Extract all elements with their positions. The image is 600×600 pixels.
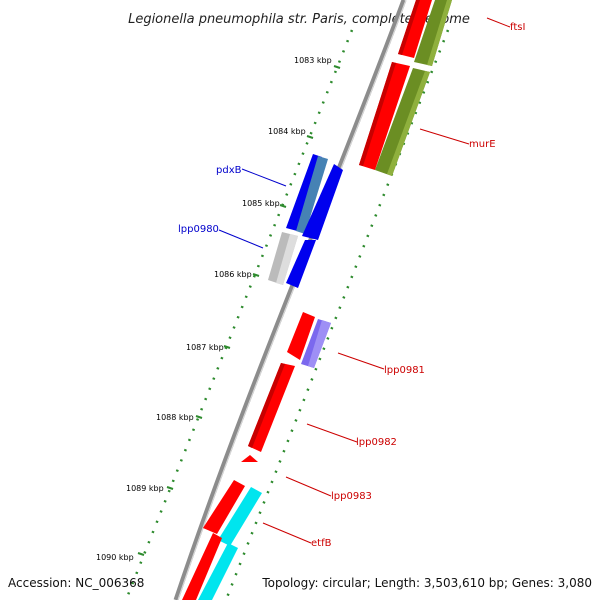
tick-label-1084: 1084 kbp bbox=[268, 127, 306, 136]
feature-olive-upper[interactable] bbox=[414, 0, 452, 66]
gene-label-murE[interactable]: murE bbox=[469, 139, 496, 150]
feature-olive-lower[interactable] bbox=[375, 68, 430, 176]
major-tick-1090 bbox=[137, 552, 145, 556]
tick-label-1090: 1090 kbp bbox=[96, 553, 134, 562]
major-tick-1089 bbox=[166, 486, 174, 490]
gene-label-ftsI[interactable]: ftsI bbox=[510, 22, 525, 33]
feature-lpp0980[interactable] bbox=[268, 232, 316, 288]
feature-lpp0983[interactable] bbox=[241, 455, 258, 462]
leader-lines bbox=[218, 17, 511, 544]
tick-label-1085: 1085 kbp bbox=[242, 199, 280, 208]
gene-label-pdxB[interactable]: pdxB bbox=[216, 165, 242, 176]
feature-lpp0981[interactable] bbox=[287, 312, 331, 368]
major-tick-1084 bbox=[306, 135, 314, 139]
genome-backbone bbox=[173, 0, 407, 600]
tick-label-1087: 1087 kbp bbox=[186, 343, 224, 352]
gene-label-lpp0981[interactable]: lpp0981 bbox=[384, 365, 425, 376]
tick-label-1083: 1083 kbp bbox=[294, 56, 332, 65]
genome-backbone-highlight bbox=[177, 0, 407, 600]
tick-track-inner bbox=[224, 29, 450, 600]
major-tick-1088 bbox=[195, 415, 203, 419]
gene-label-lpp0982[interactable]: lpp0982 bbox=[356, 437, 397, 448]
map-title: Legionella pneumophila str. Paris, compl… bbox=[128, 12, 470, 27]
major-tick-1086 bbox=[252, 273, 260, 277]
gene-label-lpp0980[interactable]: lpp0980 bbox=[178, 224, 219, 235]
major-tick-1083 bbox=[333, 65, 341, 69]
feature-lpp0982[interactable] bbox=[248, 363, 295, 452]
tick-label-1088: 1088 kbp bbox=[156, 413, 194, 422]
summary-text: Topology: circular; Length: 3,503,610 bp… bbox=[261, 576, 592, 590]
tick-label-1086: 1086 kbp bbox=[214, 270, 252, 279]
feature-murE[interactable] bbox=[359, 62, 410, 170]
accession-text: Accession: NC_006368 bbox=[8, 576, 144, 590]
major-tick-1085 bbox=[279, 204, 287, 208]
feature-pdxB-inner[interactable] bbox=[302, 164, 343, 240]
tick-label-1089: 1089 kbp bbox=[126, 484, 164, 493]
feature-etfB[interactable] bbox=[182, 480, 262, 600]
feature-ftsI[interactable] bbox=[398, 0, 432, 58]
major-ticks: 1083 kbp 1084 kbp 1085 kbp 1086 kbp 1087… bbox=[96, 56, 341, 562]
major-tick-1087 bbox=[223, 345, 231, 349]
gene-label-etfB[interactable]: etfB bbox=[311, 538, 332, 549]
gene-label-lpp0983[interactable]: lpp0983 bbox=[331, 491, 372, 502]
feature-pdxB[interactable] bbox=[286, 154, 328, 234]
